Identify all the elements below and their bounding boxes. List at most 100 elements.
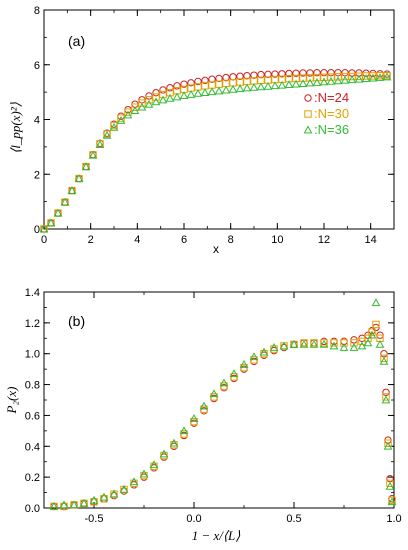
data-point-n-30 [138,99,146,107]
x-tick-label: 6 [181,234,187,246]
data-point-n-24 [120,487,128,495]
data-point-n-30 [124,108,132,116]
data-point-n-36 [305,78,315,87]
panel-b-ticks: -0.5 0.0 0.5 1.0 0.0 0.2 0.4 0.6 0.8 1.0 1.2 1.4 [25,287,402,525]
data-point-n-36 [371,298,381,307]
data-point-n-36 [279,341,289,350]
data-point-n-36 [179,426,189,435]
data-point-n-36 [169,438,179,447]
data-point-n-36 [158,95,168,104]
data-point-n-24 [229,73,237,81]
y-tick-label: 0.2 [25,472,40,484]
data-point-n-30 [330,339,338,347]
data-point-n-24 [215,74,223,83]
data-point-n-36 [139,469,149,478]
data-point-n-30 [341,72,349,81]
data-point-n-24 [222,73,230,82]
data-point-n-30 [383,72,391,80]
y-tick-label: 8 [34,5,40,17]
data-point-n-36 [299,339,309,348]
data-point-n-36 [119,484,129,493]
data-point-n-36 [207,87,217,96]
data-point-n-30 [380,354,388,363]
data-point-n-24 [194,77,202,86]
legend-label: :N=36 [314,122,349,137]
data-point-n-36 [39,224,49,233]
data-point-n-36 [116,116,126,124]
x-tick-label: 0.5 [286,513,301,525]
data-point-n-36 [228,84,238,93]
data-point-n-36 [209,389,219,398]
data-point-n-36 [291,79,301,88]
data-point-n-36 [363,338,373,347]
data-point-n-24 [60,502,68,511]
data-point-n-24 [306,69,314,77]
data-point-n-36 [256,82,266,91]
data-point-n-36 [88,150,98,159]
data-point-n-36 [130,106,140,115]
data-point-n-24 [380,350,388,358]
data-point-n-36 [89,495,99,504]
data-point-n-36 [259,347,269,356]
data-point-n-36 [309,339,319,348]
x-tick-label: 0 [41,234,47,246]
panel-b-xlabel: 1 − x/⟨L⟩ [192,528,241,543]
y-tick-label: 0.8 [25,380,40,392]
data-point-n-30 [348,72,356,81]
data-point-n-24 [100,495,108,503]
data-point-n-24 [166,84,174,92]
data-point-n-30 [372,320,380,329]
y-tick-label: 1.4 [25,287,40,299]
data-point-n-24 [271,70,279,78]
data-point-n-36 [189,413,199,422]
data-point-n-36 [357,341,367,350]
y-tick-label: 1.0 [25,349,40,361]
data-point-n-24 [369,69,377,78]
data-point-n-24 [278,70,286,78]
data-point-n-24 [292,69,300,77]
data-point-n-30 [376,72,384,80]
data-point-n-30 [320,73,328,82]
y-tick-label: 0 [34,224,40,236]
x-tick-label: 8 [228,234,234,246]
data-point-n-36 [354,74,364,83]
data-point-n-24 [180,80,188,88]
y-tick-label: 4 [34,115,40,127]
panel-a-ylabel: ⟨l_pp(x)²⟩ [8,102,23,154]
data-point-n-24 [334,68,342,77]
data-point-n-24 [208,75,216,83]
data-point-n-36 [333,76,343,85]
data-point-n-24 [145,92,153,100]
y-tick-label: 0.0 [25,503,40,515]
data-point-n-24 [313,68,321,77]
data-point-n-30 [306,74,314,82]
data-point-n-36 [200,88,210,96]
data-point-n-36 [319,339,329,348]
data-point-n-36 [326,76,336,85]
data-point-n-36 [214,86,224,95]
data-point-n-36 [368,73,378,82]
data-point-n-30 [368,328,376,336]
data-point-n-30 [340,339,348,347]
data-point-n-24 [330,337,338,346]
data-point-n-36 [67,186,77,194]
data-point-n-24 [243,72,251,80]
panel-a: 0 2 4 6 8 10 12 14 0 2 4 6 8 (a) x ⟨l_pp(x)²⟩ :N=24:… [8,5,395,256]
data-point-n-36 [46,218,56,227]
data-point-n-30 [159,90,167,99]
data-point-n-24 [382,388,390,396]
data-point-n-30 [355,72,363,80]
x-tick-label: 0.0 [186,513,201,525]
data-point-n-36 [367,330,377,339]
data-point-n-36 [239,359,249,368]
data-point-n-24 [280,343,288,352]
data-point-n-30 [152,93,160,101]
data-point-n-30 [327,73,335,81]
y-tick-label: 0.6 [25,410,40,422]
data-point-n-30 [299,74,307,82]
data-point-n-36 [329,341,339,350]
data-point-n-36 [129,477,139,486]
data-point-n-36 [109,122,119,131]
panel-a-points [39,68,392,233]
data-point-n-36 [109,489,119,498]
